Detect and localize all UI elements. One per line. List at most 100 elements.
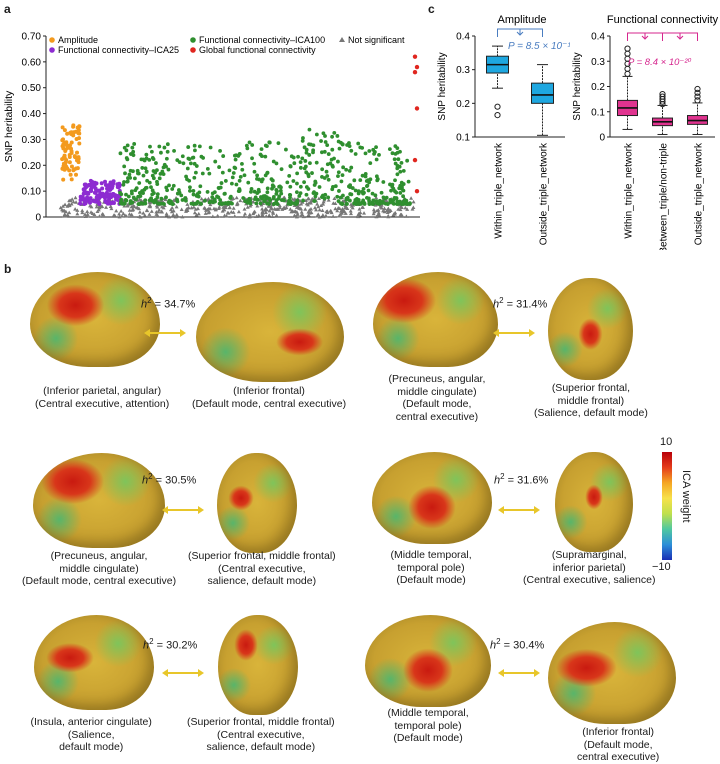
point-ica100 [300,139,305,143]
point-ica100 [181,161,186,166]
caption-line: (Inferior frontal) [582,726,655,738]
point-ica100 [265,186,270,191]
point-ica100 [368,177,373,182]
point-ica100 [191,155,196,160]
caption-right: (Superior frontal, middle frontal) (Salien… [534,382,648,420]
point-not-significant [282,206,287,211]
y-tick-label: 0.40 [22,109,42,120]
point-amplitude [74,158,79,163]
point-ica100 [324,169,329,174]
point-ica100 [123,171,127,176]
y-tick-label: 0.4 [591,32,605,43]
point-ica100 [288,199,292,203]
brain-map-right [196,282,344,382]
point-not-significant [329,209,334,213]
point-ica100 [390,151,395,156]
point-ica100 [335,194,340,199]
point-not-significant [256,213,261,217]
point-ica100 [361,198,366,203]
point-ica100 [322,196,327,201]
point-ica100 [165,142,170,147]
point-not-significant [308,200,313,205]
point-ica100 [217,165,221,169]
point-not-significant [337,206,342,210]
point-ica100 [258,201,263,206]
point-ica100 [228,196,233,200]
point-ica25 [93,181,98,186]
point-ica100 [255,173,260,178]
point-not-significant [396,207,401,211]
y-tick-label: 0 [599,133,605,144]
point-not-significant [179,207,184,211]
point-ica100 [240,162,244,166]
point-ica25 [95,193,100,198]
point-ica100 [271,159,276,164]
point-ica100 [162,145,167,150]
point-ica100 [149,196,154,201]
point-ica100 [171,183,176,188]
point-ica100 [151,157,156,162]
point-ica100 [276,141,281,146]
point-not-significant [111,213,116,217]
point-ica100 [339,201,343,206]
point-not-significant [303,207,308,211]
point-ica100 [122,180,126,184]
point-global [412,70,418,75]
point-ica100 [267,140,272,145]
caption-line: middle cingulate) [397,385,477,398]
point-ica100 [122,145,127,150]
point-ica100 [347,141,351,145]
point-ica100 [259,147,264,151]
brain-map-left [33,453,165,548]
colorbar-max-label: 10 [660,436,673,448]
point-not-significant [147,204,152,208]
point-ica100 [308,142,313,147]
point-ica100 [306,174,311,179]
point-ica100 [395,166,400,171]
point-not-significant [254,214,259,218]
point-ica100 [381,180,386,184]
point-not-significant [221,205,226,209]
point-ica25 [88,196,93,201]
y-tick-label: 0.10 [22,187,42,198]
point-not-significant [173,214,178,219]
point-ica100 [249,189,253,194]
point-ica100 [330,164,335,169]
point-ica100 [127,172,132,177]
point-not-significant [122,204,127,208]
point-ica100 [157,176,162,181]
point-ica100 [360,146,365,150]
caption-line: (Superior frontal, middle frontal) [187,716,335,728]
point-ica100 [298,165,303,170]
legend-label: Amplitude [58,35,98,45]
h2-value: = 31.4% [503,298,548,311]
point-ica100 [303,164,308,169]
point-ica100 [129,189,134,194]
h2-value: = 30.4% [500,639,545,652]
point-ica25 [82,190,87,195]
point-ica100 [257,189,261,194]
point-ica100 [153,199,158,204]
point-ica100 [128,199,133,203]
point-ica100 [255,176,259,181]
point-not-significant [65,212,70,217]
panel-letter-c: c [428,2,435,16]
point-not-significant [185,206,190,211]
point-not-significant [331,214,336,218]
double-arrow [493,329,535,337]
point-ica100 [303,159,308,163]
h2-value: = 31.6% [504,474,549,487]
point-ica100 [188,185,192,190]
point-ica100 [288,184,293,189]
point-not-significant [260,209,265,214]
caption-line: (Default mode, [402,398,472,410]
caption-line: (Inferior parietal, angular) [43,385,162,397]
point-ica100 [185,166,190,171]
point-ica100 [401,182,406,186]
point-not-significant [333,206,338,211]
point-not-significant [374,195,379,200]
h2-symbol: h [141,298,148,311]
point-ica100 [183,197,187,201]
point-ica100 [230,175,235,180]
point-ica100 [271,194,276,199]
